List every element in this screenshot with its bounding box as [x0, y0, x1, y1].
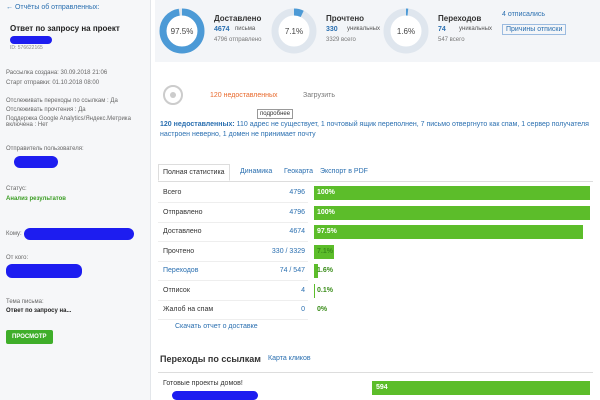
percent-bar: [314, 244, 334, 259]
row-label: Отправлено: [163, 208, 203, 216]
percent-bar: [314, 264, 319, 278]
stat-unit: уникальных: [459, 26, 493, 32]
summary-title: 120 недоставленных:: [160, 121, 235, 128]
stat-unit: уникальных: [347, 26, 381, 32]
sender-label: Отправитель пользователя:: [6, 146, 84, 152]
undelivered-summary: 120 недоставленных: 110 адрес не существ…: [160, 120, 590, 140]
back-link[interactable]: ← Отчёты об отправленных:: [6, 4, 100, 11]
click-count: 594: [376, 384, 388, 391]
percent-bar: [314, 225, 584, 239]
tab[interactable]: Динамика: [240, 168, 273, 175]
percent-label: 1.6%: [317, 267, 333, 274]
report-download[interactable]: Скачать отчет о доставке: [175, 323, 258, 330]
percent-label: 100%: [317, 189, 335, 196]
redacted: [6, 264, 82, 278]
summary-text: 110 адрес не существует, 1 почтовый ящик…: [160, 121, 589, 138]
tooltip: подробнее: [257, 109, 294, 119]
preview-button[interactable]: ПРОСМОТР: [6, 330, 53, 344]
subject-label: Тема письма:: [6, 299, 44, 305]
stat-main: 330: [326, 26, 338, 33]
row-divider: [158, 202, 308, 203]
redacted: [172, 391, 258, 400]
download-link[interactable]: Загрузить: [303, 92, 335, 99]
donut-label: 7.1%: [285, 27, 303, 36]
from-label: От кого:: [6, 255, 29, 261]
row-divider: [158, 319, 308, 320]
setting: Отслеживать прочтения : Да: [6, 107, 86, 113]
clicks-title: Переходы по ссылкам: [160, 354, 261, 364]
redacted: [14, 156, 58, 168]
stats-band: [155, 0, 600, 62]
setting: Поддержка Google Analytics/Яндекс.Метрик…: [6, 116, 131, 128]
stat-main: 74: [438, 26, 446, 33]
stat-sub: 4796 отправлено: [214, 37, 262, 43]
percent-bar: [314, 205, 590, 220]
row-value: 4674: [289, 228, 305, 235]
undelivered-link[interactable]: 120 недоставленных: [210, 92, 278, 99]
row-value: 4796: [289, 189, 305, 196]
stat-title: Прочтено: [326, 14, 365, 23]
click-bar: [372, 381, 590, 395]
row-divider: [158, 260, 308, 262]
donut-label: 1.6%: [397, 27, 415, 36]
reasons-button[interactable]: Причины отписки: [502, 24, 567, 35]
row-divider: [158, 280, 308, 281]
donut-label: 97.5%: [171, 27, 194, 36]
row-label: Жалоб на спам: [163, 306, 214, 313]
tab[interactable]: Экспорт в PDF: [320, 168, 368, 175]
row-label: Всего: [163, 189, 182, 196]
to-label: Кому:: [6, 231, 22, 237]
row-value: 330 / 3329: [271, 247, 305, 255]
row-value: 4: [301, 286, 305, 294]
row-divider: [158, 221, 308, 223]
percent-label: 0.1%: [317, 286, 333, 294]
redacted: [24, 228, 134, 240]
row-label: Отписок: [163, 286, 190, 294]
status-label: Статус:: [6, 186, 27, 192]
row-value: 4796: [289, 208, 305, 216]
unsubscribed-link[interactable]: 4 отписались: [502, 11, 546, 18]
donuts: 97.5% 7.1% 1.6%: [159, 8, 429, 54]
percent-label: 0%: [317, 306, 328, 313]
row-label: Переходов: [163, 267, 199, 274]
percent-label: 100%: [317, 208, 335, 216]
row-label: Прочтено: [163, 247, 195, 255]
donut-arc: [159, 8, 205, 54]
redacted: [10, 36, 52, 44]
tabs: Полная статистика Динамика Геокарта Экспорт…: [158, 164, 593, 182]
status: Анализ результатов: [6, 196, 66, 202]
stat-title: Доставлено: [214, 14, 262, 23]
stat-main: 4674: [214, 26, 230, 33]
percent-label: 97.5%: [317, 228, 337, 235]
donut-arc: [271, 8, 317, 54]
tab[interactable]: Полная статистика: [158, 164, 230, 181]
percent-bar: [314, 186, 590, 200]
subject: Ответ по запросу на...: [6, 308, 72, 314]
setting: Отслеживать переходы по ссылкам : Да: [6, 98, 118, 104]
row-divider: [158, 299, 308, 301]
link-title: Готовые проекты домов!: [163, 380, 243, 387]
donut-arc: [383, 8, 429, 54]
row-value: 74 / 547: [279, 267, 305, 274]
report-title: Ответ по запросу на проект: [10, 24, 120, 33]
tab[interactable]: Геокарта: [284, 168, 313, 175]
percent-label: 7.1%: [317, 247, 333, 255]
stat-title: Переходов: [438, 14, 482, 23]
row-divider: [158, 241, 308, 242]
stat-sub: 547 всего: [438, 37, 465, 43]
row-label: Доставлено: [163, 228, 202, 235]
clicks-map-tab[interactable]: Карта кликов: [268, 355, 311, 362]
created: Рассылка создана: 30.09.2018 21:06: [6, 70, 108, 76]
start: Старт отправки: 01.10.2018 08:00: [6, 80, 100, 86]
stat-sub: 3329 всего: [326, 37, 356, 43]
row-value: 0: [301, 306, 305, 313]
report-id: ID: 576622165: [10, 45, 43, 51]
stat-unit: письма: [235, 26, 256, 32]
icon: [163, 85, 183, 105]
divider: [158, 372, 593, 373]
